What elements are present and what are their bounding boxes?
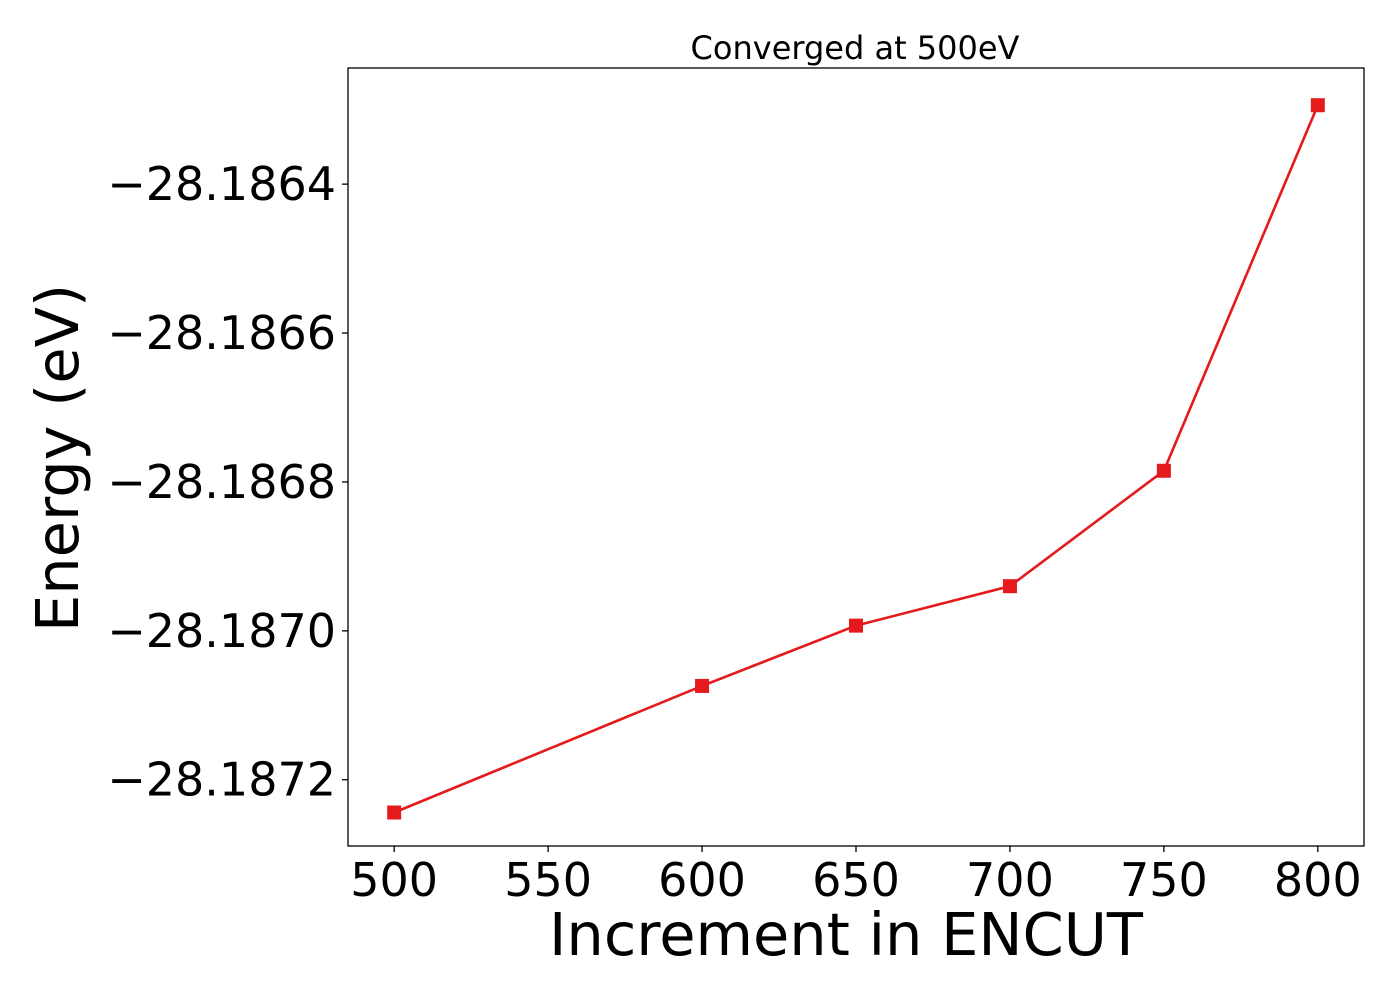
chart-title: Converged at 500eV: [691, 29, 1020, 67]
plot-frame: [347, 67, 1365, 847]
x-axis-label: Increment in ENCUT: [549, 900, 1144, 969]
y-tick-label: −28.1872: [107, 753, 336, 807]
y-tick-label: −28.1868: [107, 455, 336, 509]
data-point-marker: [1002, 579, 1017, 594]
series-layer: [387, 98, 1325, 820]
y-tick-label: −28.1866: [107, 306, 336, 360]
data-point-marker: [695, 678, 710, 693]
x-tick-label: 500: [350, 853, 438, 907]
data-point-marker: [849, 618, 863, 633]
y-tick-label: −28.1870: [107, 604, 336, 658]
x-tick-label: 750: [1120, 853, 1208, 907]
x-tick-label: 600: [658, 853, 746, 907]
x-tick-label: 550: [504, 853, 592, 907]
data-point-marker: [1310, 98, 1325, 113]
x-tick-label: 800: [1274, 853, 1362, 907]
axis-ticks: 500 550 600 650 700 750 800 −28.1864 −28.1866 −28…: [107, 157, 1361, 907]
series-line: [393, 104, 1320, 814]
data-point-marker: [387, 805, 402, 820]
y-axis-label: Energy (eV): [23, 284, 92, 632]
x-tick-label: 700: [966, 853, 1054, 907]
y-tick-label: −28.1864: [107, 157, 336, 211]
data-point-marker: [1156, 463, 1171, 478]
x-tick-label: 650: [812, 853, 900, 907]
